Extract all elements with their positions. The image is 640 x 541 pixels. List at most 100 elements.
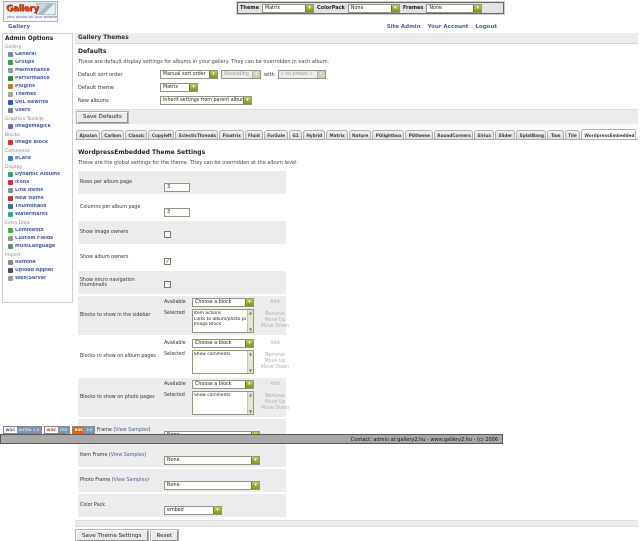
badge-rss-2-0[interactable]: RSS 2.0	[72, 426, 96, 434]
dropdown-arrow-icon[interactable]: ▾	[390, 4, 399, 12]
sidebar-item-users[interactable]: Users	[5, 106, 70, 114]
sidebar-item-maintenance[interactable]: Maintenance	[5, 66, 70, 74]
sidebar-item-performance[interactable]: Performance	[5, 74, 70, 82]
rows-per-page-input[interactable]: 3	[164, 183, 190, 192]
tab-g1[interactable]: G1	[288, 129, 302, 139]
blocks-album-remove-link[interactable]: Remove	[265, 353, 285, 358]
save-theme-settings-button[interactable]: Save Theme Settings	[75, 529, 149, 541]
sidebar-item-comments[interactable]: Comments	[5, 226, 70, 234]
item-frame-view-samples-link[interactable]: View Samples	[110, 453, 145, 458]
item-frame-select[interactable]: None ▾	[164, 456, 260, 465]
album-frame-view-samples-link[interactable]: View Samples	[115, 428, 149, 433]
user-link-site-admin[interactable]: Site Admin	[386, 24, 421, 30]
colorpack-select[interactable]: None ▾	[347, 3, 400, 13]
dropdown-arrow-icon[interactable]: ▾	[243, 97, 251, 104]
sidebar-item-custom-fields[interactable]: Custom Fields	[5, 234, 70, 242]
cols-per-page-input[interactable]: 3	[164, 208, 190, 217]
frames-select[interactable]: None ▾	[426, 3, 483, 13]
photo-frame-view-samples-link[interactable]: View Samples	[113, 478, 147, 483]
scroll-up-icon[interactable]: ▲	[248, 310, 253, 315]
tab-carbon[interactable]: Carbon	[100, 129, 124, 139]
blocks-photo-selected-listbox[interactable]: Show comments ▲ ▼	[192, 391, 254, 415]
blocks-photo-move-down-link[interactable]: Move Down	[261, 406, 289, 411]
tab-floatrix[interactable]: Floatrix	[219, 129, 244, 139]
blocks-photo-available-select[interactable]: Choose a block ▾	[192, 380, 254, 389]
tab-wordpressembedded[interactable]: WordpressEmbedded	[580, 128, 636, 139]
color-pack-select[interactable]: embed ▾	[164, 506, 222, 515]
scroll-down-icon[interactable]: ▼	[248, 327, 253, 332]
sidebar-item-dynamic-albums[interactable]: Dynamic Albums	[5, 170, 70, 178]
show-image-owners-checkbox[interactable]	[164, 231, 171, 238]
tab-classic[interactable]: Classic	[124, 129, 148, 139]
blocks-photo-add-link[interactable]: Add	[270, 382, 280, 387]
tab-forsale[interactable]: ForSale	[263, 129, 288, 139]
save-defaults-button[interactable]: Save Defaults	[76, 110, 129, 124]
default-sort-order-select[interactable]: Manual sort order ▾	[160, 70, 218, 79]
new-albums-select[interactable]: Inherit settings from parent album ▾	[160, 96, 252, 105]
scroll-up-icon[interactable]: ▲	[248, 392, 253, 397]
listbox-item[interactable]: Image Block	[194, 322, 222, 327]
dropdown-arrow-icon[interactable]: ▾	[304, 4, 313, 12]
tab-tam[interactable]: Tam	[547, 129, 564, 139]
sidebar-item-web-server[interactable]: Web/Server	[5, 274, 70, 282]
sidebar-item-remote[interactable]: Remote	[5, 258, 70, 266]
blocks-sidebar-remove-link[interactable]: Remove	[265, 312, 285, 317]
sidebar-item-image-block[interactable]: Image Block	[5, 138, 70, 146]
tab-eclecticthreads[interactable]: EclecticThreads	[175, 129, 219, 139]
dropdown-arrow-icon[interactable]: ▾	[245, 299, 253, 306]
blocks-photo-remove-link[interactable]: Remove	[265, 394, 285, 399]
tab-tile[interactable]: Tile	[564, 129, 580, 139]
dropdown-arrow-icon[interactable]: ▾	[213, 507, 221, 514]
dropdown-arrow-icon[interactable]: ▾	[473, 4, 482, 12]
scroll-down-icon[interactable]: ▼	[248, 368, 253, 373]
blocks-photo-move-up-link[interactable]: Move Up	[264, 400, 286, 405]
tab-roundcorners[interactable]: RoundCorners	[433, 129, 473, 139]
sidebar-item-new-items[interactable]: New Items	[5, 194, 70, 202]
tab-pgtheme[interactable]: PGtheme	[405, 129, 433, 139]
sidebar-item-imagemagick[interactable]: ImageMagick	[5, 122, 70, 130]
blocks-sidebar-add-link[interactable]: Add	[270, 300, 280, 305]
breadcrumb[interactable]: Gallery	[8, 24, 31, 30]
photo-frame-select[interactable]: None ▾	[164, 481, 260, 490]
listbox-item[interactable]: Item actions	[194, 311, 222, 316]
badge-w3c-xhtml-1-0[interactable]: W3C XHTML 1.0	[3, 426, 43, 434]
reset-button[interactable]: Reset	[149, 529, 180, 541]
sidebar-item-general[interactable]: General	[5, 50, 70, 58]
tab-ajaxian[interactable]: Ajaxian	[76, 129, 100, 139]
dropdown-arrow-icon[interactable]: ▾	[209, 71, 217, 78]
listbox-item[interactable]: Links to album/photo peers	[194, 316, 246, 322]
dropdown-arrow-icon[interactable]: ▾	[245, 381, 253, 388]
blocks-album-move-down-link[interactable]: Move Down	[261, 365, 289, 370]
tab-matrix[interactable]: Matrix	[326, 129, 348, 139]
default-theme-select[interactable]: Matrix ▾	[160, 83, 198, 92]
tab-nature[interactable]: Nature	[348, 129, 372, 139]
sidebar-item-groups[interactable]: Groups	[5, 58, 70, 66]
tab-splatbang[interactable]: SplatBang	[516, 129, 547, 139]
sidebar-item-upload-applet[interactable]: Upload Applet	[5, 266, 70, 274]
sidebar-item-multilanguage[interactable]: MultiLanguage	[5, 242, 70, 250]
blocks-sidebar-move-up-link[interactable]: Move Up	[264, 318, 286, 323]
blocks-album-selected-listbox[interactable]: Show comments ▲ ▼	[192, 350, 254, 374]
show-micro-nav-checkbox[interactable]	[164, 281, 171, 288]
listbox-item[interactable]: Show comments	[194, 393, 231, 398]
sidebar-item-plugins[interactable]: Plugins	[5, 82, 70, 90]
dropdown-arrow-icon[interactable]: ▾	[251, 457, 259, 464]
blocks-album-move-up-link[interactable]: Move Up	[264, 359, 286, 364]
sidebar-item-url-rewrite[interactable]: URL Rewrite	[5, 98, 70, 106]
blocks-sidebar-available-select[interactable]: Choose a block ▾	[192, 298, 254, 307]
tab-slider[interactable]: Slider	[494, 129, 516, 139]
show-album-owners-checkbox[interactable]: ✓	[164, 258, 171, 265]
scrollbar[interactable]: ▲ ▼	[247, 310, 253, 332]
blocks-album-available-select[interactable]: Choose a block ▾	[192, 339, 254, 348]
tab-pglightbox[interactable]: PGlightbox	[372, 129, 405, 139]
scroll-up-icon[interactable]: ▲	[248, 351, 253, 356]
tab-siriux[interactable]: Siriux	[473, 129, 494, 139]
listbox-item[interactable]: Show comments	[194, 352, 231, 357]
scrollbar[interactable]: ▲ ▼	[247, 351, 253, 373]
sidebar-item-icons[interactable]: Icons	[5, 178, 70, 186]
badge-w3c-css[interactable]: W3C CSS	[44, 426, 71, 434]
dropdown-arrow-icon[interactable]: ▾	[189, 84, 197, 91]
theme-select[interactable]: Matrix ▾	[261, 3, 314, 13]
sidebar-item-themes[interactable]: Themes	[5, 90, 70, 98]
